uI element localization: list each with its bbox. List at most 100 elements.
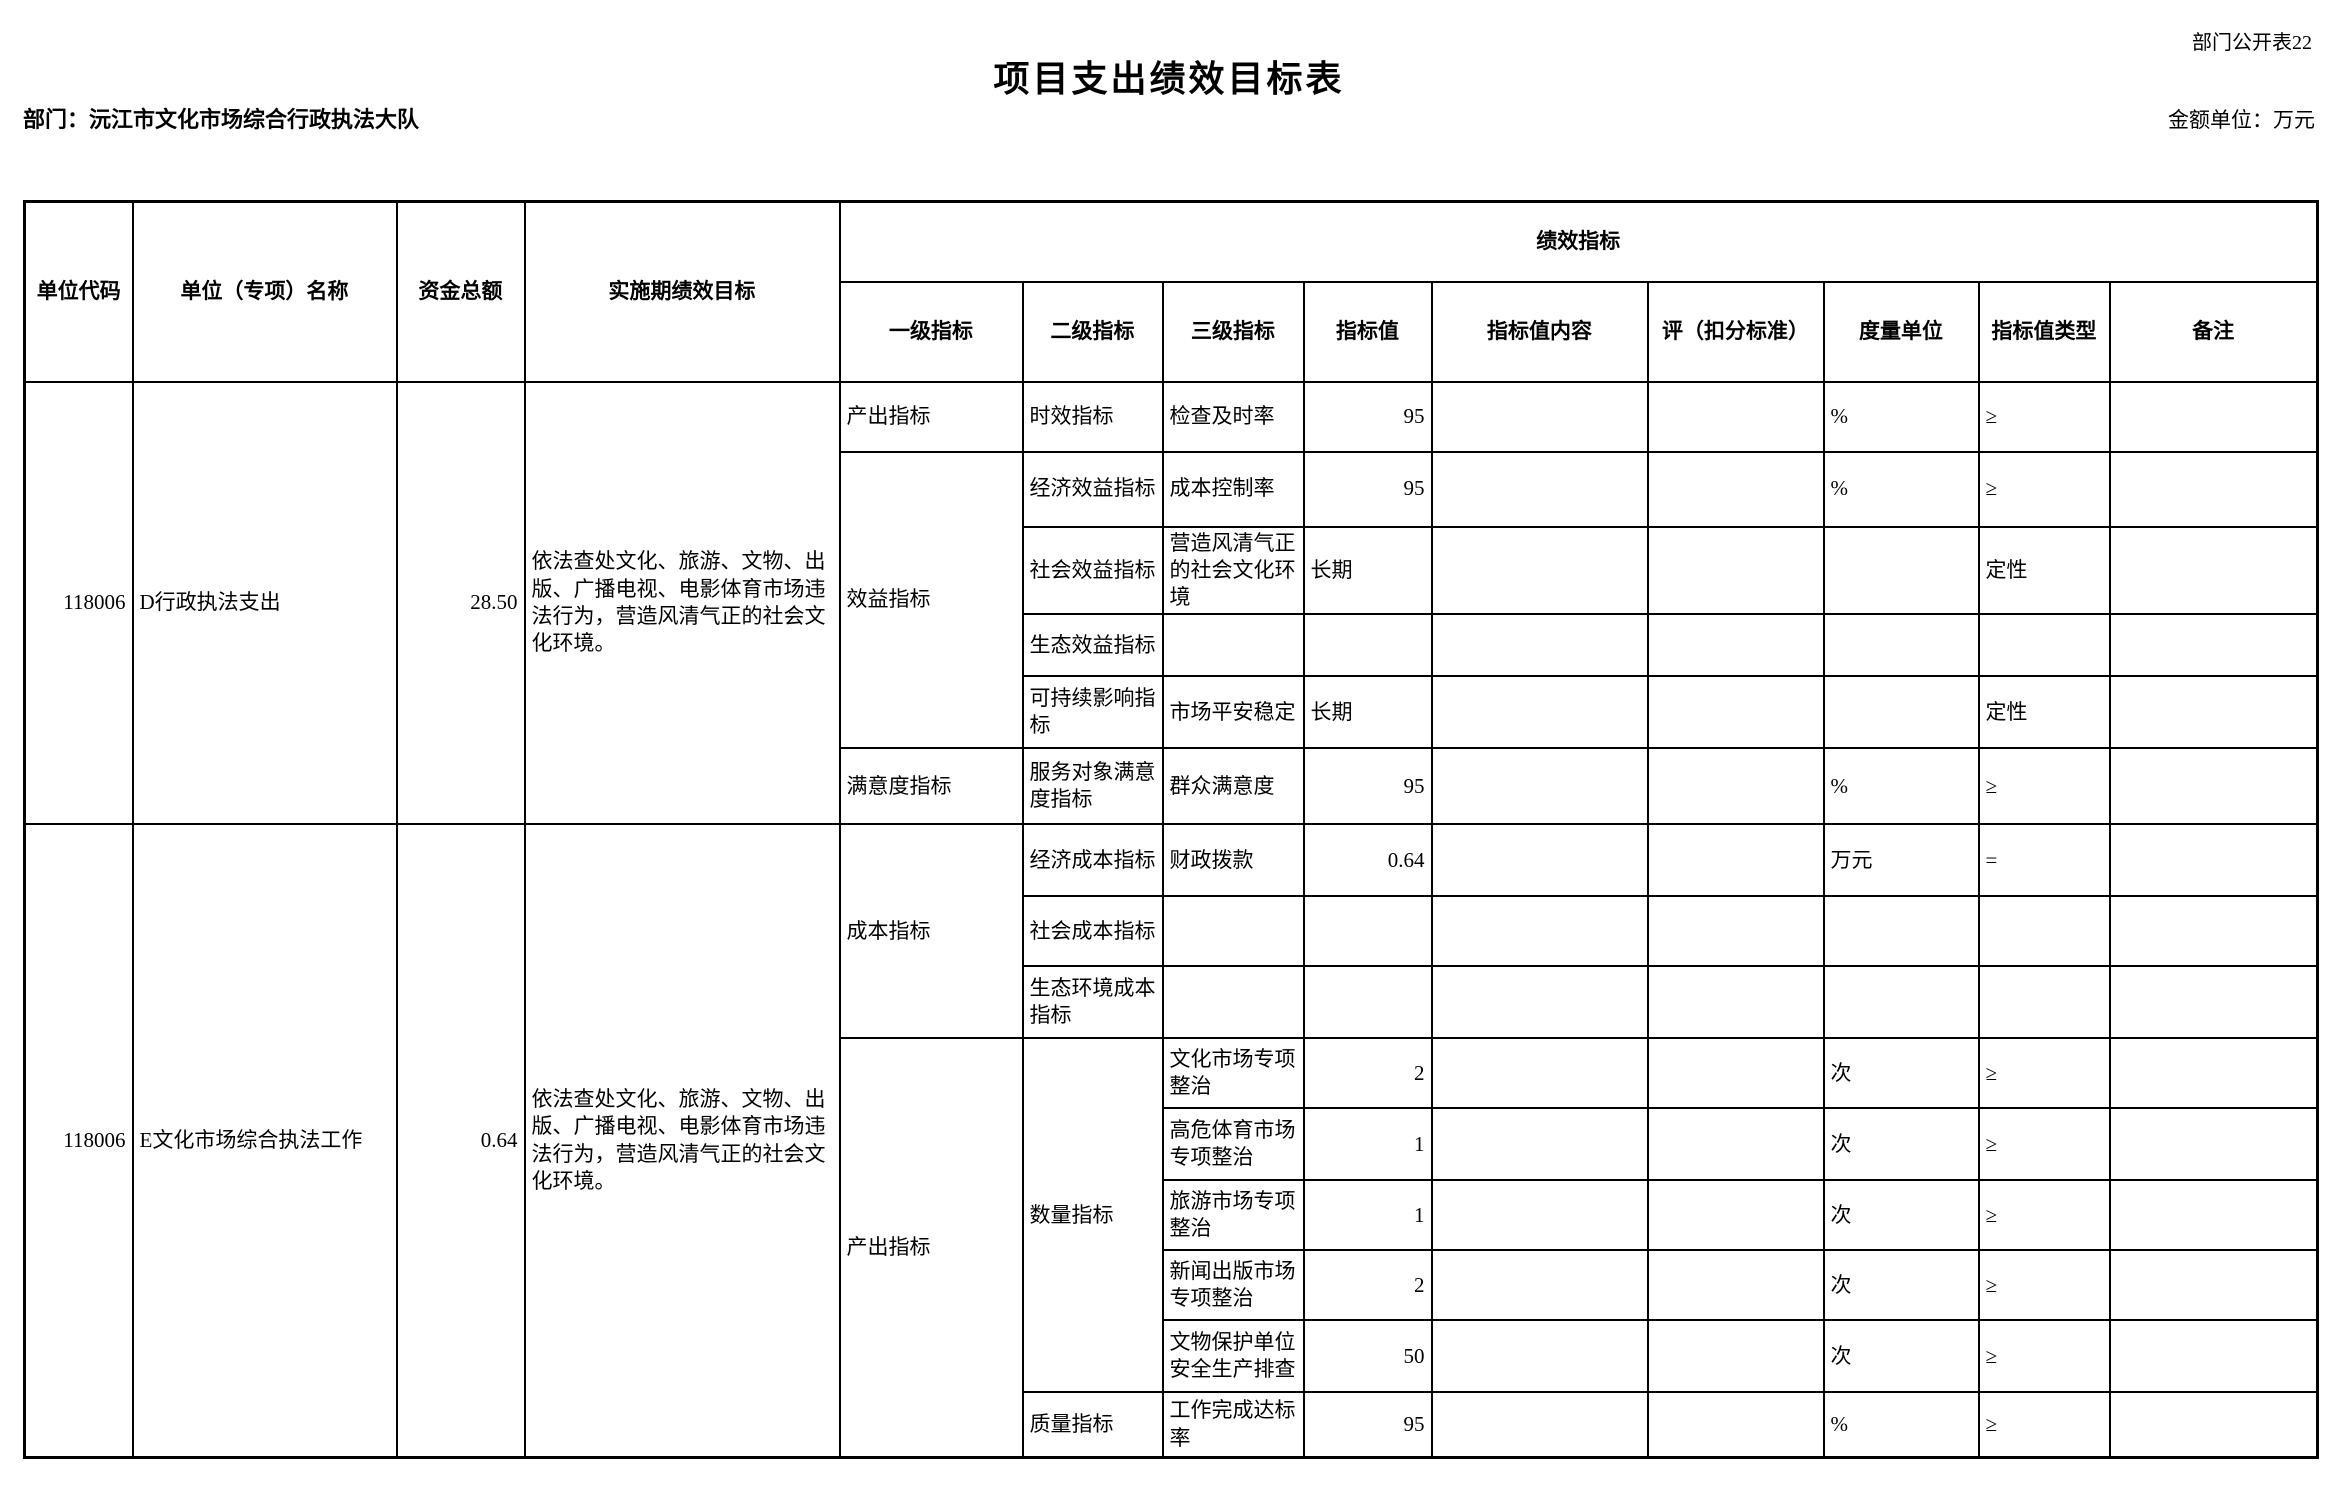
cell-indicator-value: 长期	[1302, 525, 1433, 616]
cell-level3: 文化市场专项整治	[1161, 1037, 1305, 1110]
cell-level3: 市场平安稳定	[1161, 675, 1305, 750]
cell-measure-unit: %	[1822, 1391, 1980, 1459]
cell-deduction	[1646, 1319, 1825, 1394]
cell-measure-unit: 次	[1822, 1179, 1980, 1252]
cell-value-content	[1430, 823, 1649, 898]
cell-remark	[2108, 613, 2319, 678]
header-indicator-value: 指标值	[1302, 280, 1433, 383]
cell-deduction	[1646, 675, 1825, 750]
cell-deduction	[1646, 965, 1825, 1040]
cell-remark	[2108, 1179, 2319, 1252]
cell-level3: 检查及时率	[1161, 380, 1305, 453]
cell-period-goal: 依法查处文化、旅游、文物、出版、广播电视、电影体育市场违法行为，营造风清气正的社…	[523, 380, 841, 826]
cell-value-type: ≥	[1977, 1037, 2111, 1110]
department-label: 部门：沅江市文化市场综合行政执法大队	[23, 107, 420, 132]
cell-value-content	[1430, 1319, 1649, 1394]
cell-value-content	[1430, 613, 1649, 678]
cell-value-type	[1977, 613, 2111, 678]
header-measure-unit: 度量单位	[1822, 280, 1980, 383]
cell-remark	[2108, 1249, 2319, 1322]
cell-remark	[2108, 1037, 2319, 1110]
cell-level3	[1161, 895, 1305, 968]
cell-remark	[2108, 747, 2319, 826]
cell-indicator-value: 95	[1302, 380, 1433, 453]
cell-level2: 生态效益指标	[1021, 613, 1164, 678]
header-unit-code: 单位代码	[23, 200, 134, 383]
cell-measure-unit: %	[1822, 450, 1980, 528]
cell-value-type: ≥	[1977, 1249, 2111, 1322]
cell-level1: 满意度指标	[838, 747, 1024, 826]
cell-unit-name: E文化市场综合执法工作	[131, 823, 398, 1459]
header-unit-name: 单位（专项）名称	[131, 200, 398, 383]
cell-indicator-value	[1302, 965, 1433, 1040]
cell-period-goal: 依法查处文化、旅游、文物、出版、广播电视、电影体育市场违法行为，营造风清气正的社…	[523, 823, 841, 1459]
meta-row: 部门：沅江市文化市场综合行政执法大队 金额单位：万元	[23, 102, 2315, 134]
cell-value-content	[1430, 1249, 1649, 1322]
cell-value-type: ≥	[1977, 1179, 2111, 1252]
cell-level3: 高危体育市场专项整治	[1161, 1107, 1305, 1182]
cell-indicator-value: 95	[1302, 1391, 1433, 1459]
cell-unit-code: 118006	[23, 380, 134, 826]
cell-remark	[2108, 965, 2319, 1040]
cell-indicator-value: 2	[1302, 1037, 1433, 1110]
cell-deduction	[1646, 525, 1825, 616]
cell-value-content	[1430, 1179, 1649, 1252]
cell-value-content	[1430, 965, 1649, 1040]
cell-value-type: ≥	[1977, 1319, 2111, 1394]
cell-indicator-value: 1	[1302, 1179, 1433, 1252]
cell-amount: 0.64	[395, 823, 526, 1459]
cell-value-type: ≥	[1977, 1391, 2111, 1459]
cell-value-type: ≥	[1977, 747, 2111, 826]
cell-level3: 旅游市场专项整治	[1161, 1179, 1305, 1252]
cell-level2: 服务对象满意度指标	[1021, 747, 1164, 826]
cell-measure-unit: 次	[1822, 1319, 1980, 1394]
cell-level1: 产出指标	[838, 1037, 1024, 1459]
cell-indicator-value	[1302, 895, 1433, 968]
cell-measure-unit	[1822, 525, 1980, 616]
cell-remark	[2108, 525, 2319, 616]
cell-indicator-value: 长期	[1302, 675, 1433, 750]
page-title: 项目支出绩效目标表	[993, 59, 1345, 99]
cell-level3: 营造风清气正的社会文化环境	[1161, 525, 1305, 616]
header-value-content: 指标值内容	[1430, 280, 1649, 383]
cell-indicator-value: 0.64	[1302, 823, 1433, 898]
cell-level2: 经济效益指标	[1021, 450, 1164, 528]
cell-level1: 效益指标	[838, 450, 1024, 750]
cell-remark	[2108, 450, 2319, 528]
cell-unit-code: 118006	[23, 823, 134, 1459]
cell-measure-unit	[1822, 613, 1980, 678]
cell-deduction	[1646, 1037, 1825, 1110]
cell-indicator-value: 1	[1302, 1107, 1433, 1182]
cell-value-type: ≥	[1977, 1107, 2111, 1182]
cell-value-content	[1430, 1037, 1649, 1110]
cell-remark	[2108, 823, 2319, 898]
cell-measure-unit	[1822, 675, 1980, 750]
cell-level2: 质量指标	[1021, 1391, 1164, 1459]
cell-indicator-value: 2	[1302, 1249, 1433, 1322]
header-remark: 备注	[2108, 280, 2319, 383]
cell-deduction	[1646, 895, 1825, 968]
cell-remark	[2108, 895, 2319, 968]
cell-deduction	[1646, 450, 1825, 528]
cell-level3	[1161, 965, 1305, 1040]
cell-remark	[2108, 1107, 2319, 1182]
cell-measure-unit: 万元	[1822, 823, 1980, 898]
cell-value-type: =	[1977, 823, 2111, 898]
cell-level2: 社会成本指标	[1021, 895, 1164, 968]
cell-unit-name: D行政执法支出	[131, 380, 398, 826]
cell-level2: 经济成本指标	[1021, 823, 1164, 898]
cell-measure-unit: 次	[1822, 1249, 1980, 1322]
cell-measure-unit: 次	[1822, 1107, 1980, 1182]
cell-value-content	[1430, 895, 1649, 968]
cell-value-type	[1977, 965, 2111, 1040]
cell-deduction	[1646, 380, 1825, 453]
cell-deduction	[1646, 1107, 1825, 1182]
cell-measure-unit	[1822, 965, 1980, 1040]
cell-level3	[1161, 613, 1305, 678]
cell-deduction	[1646, 613, 1825, 678]
header-level3: 三级指标	[1161, 280, 1305, 383]
cell-level2: 生态环境成本指标	[1021, 965, 1164, 1040]
cell-level2: 社会效益指标	[1021, 525, 1164, 616]
cell-level3: 成本控制率	[1161, 450, 1305, 528]
header-performance-indicators: 绩效指标	[838, 200, 2319, 283]
